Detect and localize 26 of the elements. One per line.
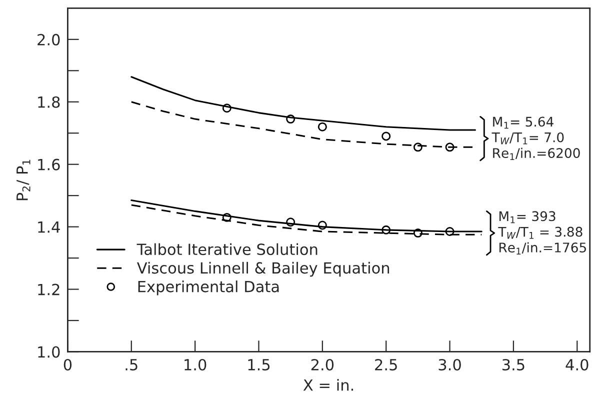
annotation: M$_{1}$= 5.64 — [493, 116, 554, 129]
x-tick-label: 2.0 — [311, 358, 334, 371]
legend-label: Viscous Linnell & Bailey Equation — [136, 262, 390, 277]
x-tick-label: 1.0 — [184, 358, 206, 371]
annotation: M$_{1}$= 393 — [499, 211, 556, 224]
x-tick-label: 4.0 — [566, 358, 588, 371]
y-tick-label: 1.6 — [38, 158, 60, 170]
x-tick-label: 2.5 — [375, 358, 397, 371]
annotation: T$_{W}$/T$_{1}$= 7.0 — [492, 132, 564, 144]
annotation: Re$_{1}$/in.=1765 — [499, 242, 586, 254]
y-tick-label: 1.2 — [38, 284, 60, 296]
y-tick-label: 1.8 — [38, 96, 60, 108]
legend-label: Talbot Iterative Solution — [136, 243, 318, 256]
x-tick-label: .5 — [126, 359, 138, 371]
x-tick-label: 3.0 — [438, 358, 461, 371]
legend-label: Experimental Data — [138, 280, 279, 296]
x-tick-label: 0 — [64, 358, 72, 371]
annotation: T$_{W}$/T$_{1}$ = 3.88 — [498, 226, 582, 239]
y-axis-title: P$_{2}$/ P$_{1}$ — [16, 160, 30, 200]
x-axis-title: X = in. — [303, 379, 354, 391]
x-tick-label: 3.5 — [502, 358, 524, 371]
y-tick-label: 1.4 — [38, 221, 60, 233]
annotation: Re$_{1}$/in.=6200 — [493, 148, 580, 160]
y-tick-label: 2.0 — [38, 34, 60, 46]
y-tick-label: 1.0 — [38, 346, 60, 358]
x-tick-label: 1.5 — [248, 359, 270, 371]
